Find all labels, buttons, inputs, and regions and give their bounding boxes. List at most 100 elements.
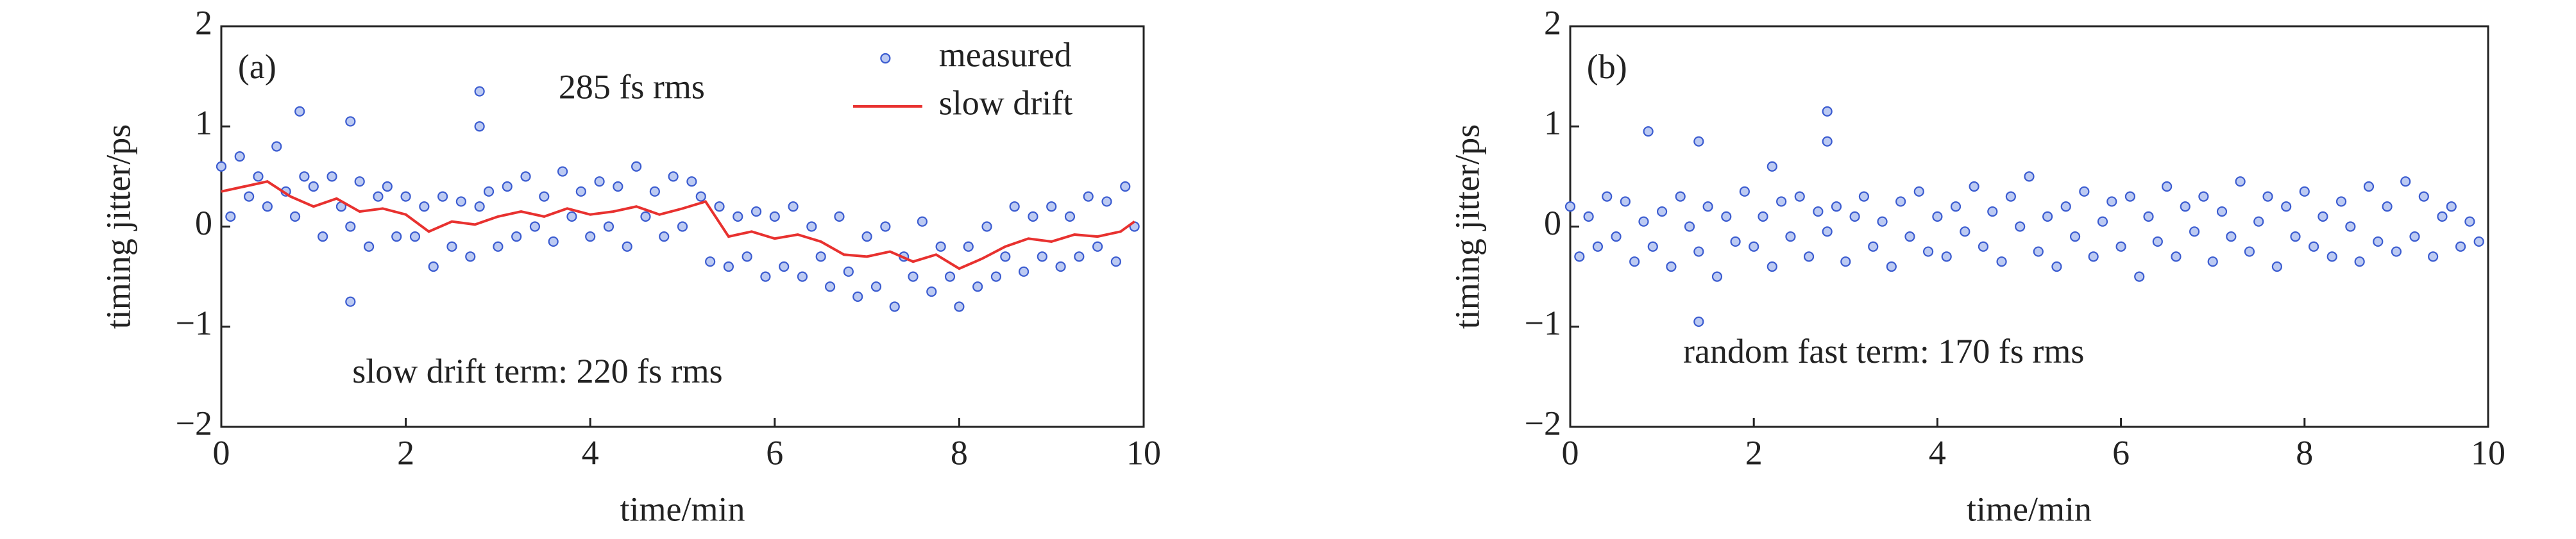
data-point <box>2309 241 2319 252</box>
data-point <box>1074 251 1085 262</box>
x-tick-label: 2 <box>1745 433 1763 472</box>
data-point <box>1064 211 1076 222</box>
data-point <box>1978 241 1989 252</box>
data-point <box>1739 186 1750 197</box>
data-point <box>1749 241 1759 252</box>
x-tick-label: 0 <box>213 433 230 472</box>
data-point <box>760 271 771 282</box>
data-point <box>1730 236 1741 247</box>
data-point <box>520 171 531 182</box>
data-point <box>797 271 808 282</box>
data-point <box>2418 191 2429 202</box>
data-point <box>585 231 596 242</box>
data-point <box>234 151 245 162</box>
data-point <box>944 271 956 282</box>
data-point <box>2363 181 2375 192</box>
data-point <box>345 221 356 232</box>
data-point <box>502 181 513 192</box>
data-point <box>2391 246 2402 257</box>
y-tick-label: 1 <box>1544 104 1561 142</box>
data-point <box>2042 211 2053 222</box>
data-point <box>613 181 623 192</box>
x-tick-label: 10 <box>1126 433 1161 472</box>
data-point <box>668 171 679 182</box>
data-point <box>1574 251 1585 262</box>
data-point <box>1647 241 1658 252</box>
data-point <box>1693 136 1704 147</box>
data-point <box>788 201 799 212</box>
data-point <box>1092 241 1103 252</box>
data-point <box>2033 246 2044 257</box>
data-point <box>493 241 504 252</box>
data-point <box>1602 191 1613 202</box>
x-tick-label: 2 <box>397 433 414 472</box>
data-point <box>2088 251 2099 262</box>
data-point <box>2354 256 2365 267</box>
data-point <box>474 86 485 97</box>
data-point <box>1785 231 1796 242</box>
data-point <box>1693 316 1704 328</box>
data-point <box>1083 191 1094 202</box>
legend-marker <box>880 53 891 64</box>
data-point <box>474 121 485 132</box>
data-point <box>548 236 559 247</box>
data-point <box>1711 271 1723 282</box>
data-point <box>1794 191 1805 202</box>
data-point <box>695 191 706 202</box>
data-point <box>1009 201 1020 212</box>
data-point <box>2290 231 2301 242</box>
data-point <box>870 281 882 292</box>
data-point <box>2382 201 2393 212</box>
data-point <box>1767 161 1777 172</box>
data-point <box>972 281 983 292</box>
legend-label: measured <box>939 35 1072 74</box>
data-point <box>1895 196 1906 207</box>
y-tick-label: −2 <box>176 404 212 442</box>
data-point <box>861 231 872 242</box>
data-point <box>603 221 614 232</box>
data-point <box>1018 266 1030 277</box>
data-point <box>880 221 891 232</box>
data-point <box>640 211 651 222</box>
data-point <box>373 191 384 202</box>
annotation: slow drift term: 220 fs rms <box>352 352 722 390</box>
data-point <box>1996 256 2007 267</box>
data-point <box>318 231 328 242</box>
y-tick-label: 2 <box>195 3 212 42</box>
data-point <box>271 141 282 152</box>
data-point <box>1046 201 1057 212</box>
data-point <box>2216 206 2228 217</box>
data-point <box>1987 206 1998 217</box>
data-point <box>677 221 688 232</box>
data-point <box>908 271 919 282</box>
x-tick-label: 8 <box>2296 433 2313 472</box>
data-point <box>326 171 337 182</box>
data-point <box>2060 201 2071 212</box>
data-point <box>705 256 716 267</box>
data-point <box>2253 216 2264 227</box>
x-tick-label: 0 <box>1562 433 1579 472</box>
x-tick-label: 4 <box>582 433 599 472</box>
y-tick-label: 0 <box>1544 204 1561 242</box>
data-point <box>1840 256 1851 267</box>
data-point <box>2134 271 2145 282</box>
data-point <box>659 231 670 242</box>
data-point <box>382 181 393 192</box>
data-point <box>954 301 965 312</box>
data-point <box>2473 236 2484 247</box>
data-point <box>926 286 937 297</box>
data-point <box>2464 216 2475 227</box>
x-tick-label: 8 <box>951 433 968 472</box>
data-point <box>2326 251 2337 262</box>
data-point <box>1638 216 1649 227</box>
data-point <box>1611 231 1622 242</box>
data-point <box>2115 241 2126 252</box>
data-point <box>1629 256 1640 267</box>
data-point <box>1776 196 1787 207</box>
data-point <box>1941 251 1952 262</box>
data-point <box>594 176 605 187</box>
data-point <box>539 191 550 202</box>
data-point <box>1969 181 1979 192</box>
data-point <box>2106 196 2117 207</box>
data-point <box>2024 171 2035 182</box>
